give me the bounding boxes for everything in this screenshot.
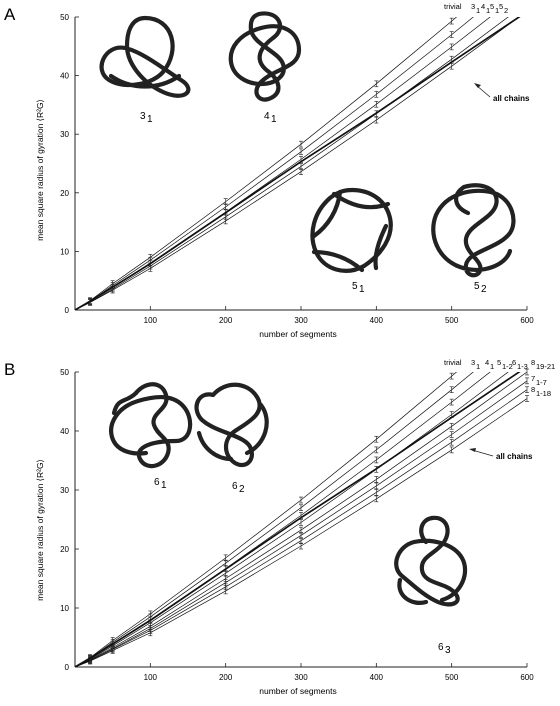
- knot-label-6-3: 6: [438, 642, 444, 653]
- header-4: 4: [481, 2, 485, 11]
- header-8b-sub: 1-18: [536, 389, 551, 398]
- header-trivial: trivial: [444, 2, 462, 11]
- y-tick-label: 0: [65, 663, 70, 672]
- header-5b-sub: 2: [504, 6, 508, 15]
- x-tick-label: 500: [445, 316, 459, 325]
- x-axis-title: number of segments: [259, 329, 336, 339]
- annotation-arrowhead-a: [474, 83, 481, 88]
- x-tick-label: 600: [520, 316, 534, 325]
- series-header-b: trivial 3 1 4 1 5 1-2 6 1-3 8 19-21 7 1-…: [444, 358, 555, 398]
- knot-label-5-2: 5: [474, 281, 480, 292]
- x-tick-label: 400: [370, 673, 384, 682]
- knot-label-5-2-sub: 2: [481, 284, 487, 295]
- knot-5-2-diagram: [431, 183, 516, 278]
- annotation-arrowhead-b: [469, 448, 476, 452]
- x-tick-label: 500: [445, 673, 459, 682]
- header-trivial: trivial: [444, 358, 462, 367]
- y-tick-label: 30: [60, 486, 69, 495]
- knot-label-6-1: 6: [154, 477, 160, 488]
- knot-6-3-diagram: [394, 515, 468, 607]
- header-3: 3: [471, 2, 475, 11]
- knot-6-2-diagram: [194, 382, 269, 468]
- header-5: 5: [497, 358, 501, 367]
- knot-label-4-1-sub: 1: [271, 114, 277, 125]
- all-chains-annotation-b: all chains: [496, 452, 533, 461]
- all-chains-annotation-a: all chains: [493, 94, 530, 103]
- header-8a-sub: 19-21: [536, 362, 555, 371]
- knot-label-6-2-sub: 2: [239, 484, 245, 495]
- x-axis-title: number of segments: [259, 686, 336, 696]
- annotation-arrow-line-b: [471, 449, 494, 457]
- knot-label-6-1-sub: 1: [161, 480, 167, 491]
- panel-b-label: B: [4, 360, 15, 379]
- y-tick-label: 40: [60, 72, 69, 81]
- knot-6-1-diagram: [109, 382, 193, 469]
- header-3: 3: [471, 358, 475, 367]
- header-5b: 5: [499, 2, 503, 11]
- y-tick-label: 10: [60, 604, 69, 613]
- y-tick-label: 20: [60, 545, 69, 554]
- knot-label-5-1: 5: [352, 281, 358, 292]
- x-tick-label: 300: [294, 673, 308, 682]
- x-tick-label: 100: [144, 673, 158, 682]
- knot-label-6-3-sub: 3: [445, 645, 451, 656]
- x-tick-label: 600: [520, 673, 534, 682]
- series-line-all-chains: [75, 17, 521, 310]
- header-7: 7: [531, 374, 535, 383]
- y-tick-label: 50: [60, 13, 69, 22]
- header-4-sub: 1: [486, 6, 490, 15]
- y-axis-title: mean square radius of gyration ⟨R²G⟩: [35, 99, 45, 241]
- header-3-sub: 1: [476, 362, 480, 371]
- panel-a-label: A: [4, 5, 16, 24]
- y-axis-title: mean square radius of gyration ⟨R²G⟩: [35, 459, 45, 601]
- knot-4-1-diagram: [228, 11, 302, 102]
- series-line-all-chains: [75, 372, 521, 667]
- y-tick-label: 20: [60, 189, 69, 198]
- x-tick-label: 200: [219, 673, 233, 682]
- panel-a: A mean square radius of gyration ⟨R²G⟩ n…: [4, 2, 534, 339]
- x-tick-label: 400: [370, 316, 384, 325]
- knot-label-5-1-sub: 1: [359, 284, 365, 295]
- y-tick-label: 50: [60, 368, 69, 377]
- panel-b: B mean square radius of gyration ⟨R²G⟩ n…: [4, 358, 555, 696]
- header-8b: 8: [531, 385, 535, 394]
- knot-label-6-2: 6: [232, 481, 238, 492]
- x-tick-label: 100: [144, 316, 158, 325]
- knot-label-4-1: 4: [264, 111, 270, 122]
- header-5-sub: 1: [495, 6, 499, 15]
- series-header-a: trivial 3 1 4 1 5 1 5 2: [444, 2, 508, 15]
- header-5-sub: 1-2: [502, 362, 513, 371]
- y-tick-label: 40: [60, 427, 69, 436]
- header-5: 5: [490, 2, 494, 11]
- header-3-sub: 1: [476, 6, 480, 15]
- y-tick-label: 10: [60, 247, 69, 256]
- header-8a: 8: [531, 358, 535, 367]
- knot-label-3-1-sub: 1: [147, 114, 153, 125]
- x-tick-label: 200: [219, 316, 233, 325]
- x-tick-label: 300: [294, 316, 308, 325]
- header-4-sub: 1: [490, 362, 494, 371]
- knot-label-3-1: 3: [140, 111, 146, 122]
- chart-b: 100 200 300 400 500 600 0 10 20 30 40 50: [60, 368, 534, 682]
- header-6: 6: [512, 358, 516, 367]
- header-6-sub: 1-3: [517, 362, 528, 371]
- y-tick-label: 0: [65, 306, 70, 315]
- y-tick-label: 30: [60, 130, 69, 139]
- chart-a: 100 200 300 400 500 600 0 10 20 30 40 50: [60, 13, 534, 325]
- header-7-sub: 1-7: [536, 378, 547, 387]
- knot-5-1-diagram: [310, 187, 393, 273]
- knot-3-1-diagram: [99, 15, 191, 98]
- header-4: 4: [485, 358, 489, 367]
